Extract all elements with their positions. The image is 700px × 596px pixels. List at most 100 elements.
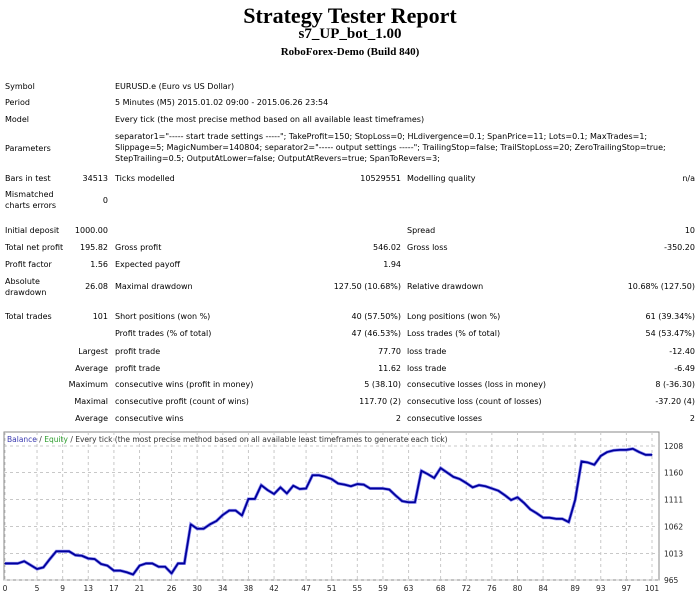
balance-point [235,509,237,512]
balance-point [542,517,544,519]
avg-cons-losses-value: 2 [689,414,695,423]
average-label: Average [75,364,108,373]
server-build: RoboForex-Demo (Build 840) [280,46,420,58]
bars-value: 34513 [82,174,108,183]
balance-point [638,451,640,453]
row-profit-trades: Profit trades (% of total) 47 (46.53%) L… [0,328,700,344]
model-label: Model [5,115,30,124]
balance-point [55,550,57,552]
x-tick-label: 47 [301,584,311,593]
absolute-drawdown-label: Absolute drawdown [5,277,47,297]
avg-cons-label: Average [75,414,108,423]
x-tick-label: 89 [570,584,580,593]
short-positions-value: 40 (57.50%) [351,312,401,321]
mismatched-value: 0 [102,196,108,205]
total-trades-label: Total trades [5,312,52,321]
balance-point [414,501,416,503]
balance-point [305,487,307,490]
row-drawdown: Absolute drawdown 26.08 Maximal drawdown… [0,276,700,300]
balance-point [401,500,403,502]
balance-point [427,473,429,475]
row-symbol: Symbol EURUSD.e (Euro vs US Dollar) [0,81,700,97]
relative-drawdown-label: Relative drawdown [407,282,484,291]
period-label: Period [5,98,30,107]
maximal-cons-profit-label: consecutive profit (count of wins) [115,397,249,406]
balance-point [228,509,230,512]
x-axis: 0 5 9 13 17 21 26 30 34 38 42 47 51 55 59 63 68 72 76 80 84 8… [3,584,660,593]
balance-point [433,477,435,479]
x-tick-label: 68 [436,584,446,593]
balance-point [273,493,275,495]
balance-point [30,564,32,566]
balance-chart: Balance / Equity / Every tick (the most … [3,431,683,593]
long-positions-value: 61 (39.34%) [645,312,695,321]
quality-value: n/a [682,174,695,183]
balance-point [382,487,384,490]
balance-point [632,448,634,450]
balance-point [331,478,333,480]
balance-point [74,554,77,556]
short-positions-label: Short positions (won %) [115,312,211,321]
grid [4,432,659,581]
absolute-drawdown-value: 26.08 [85,282,108,291]
parameters-value: separator1="----- start trade settings -… [115,132,666,163]
balance-point [183,562,185,565]
balance-point [580,460,583,463]
profit-trades-label: Profit trades (% of total) [115,329,212,338]
balance-point [119,570,121,572]
average-profit-value: 11.62 [378,364,401,373]
legend-model: Every tick (the most precise method base… [75,435,447,444]
row-average: Average profit trade 11.62 loss trade -6… [0,363,700,379]
gross-loss-label: Gross loss [407,243,448,252]
x-tick-label: 93 [596,584,606,593]
y-tick-label: 965 [664,576,679,585]
maximal-drawdown-label: Maximal drawdown [115,282,193,291]
balance-point [587,461,589,464]
average-loss-label: loss trade [407,364,447,373]
spread-value: 10 [684,226,695,235]
balance-point [343,484,346,486]
bars-label: Bars in test [5,174,51,183]
x-tick-label: 42 [269,584,279,593]
balance-point [529,508,531,511]
balance-point [241,514,243,517]
balance-point [593,464,595,466]
balance-point [612,449,615,452]
balance-line [5,447,652,576]
maximal-cons-loss-label: consecutive loss (count of losses) [407,397,542,406]
largest-label: Largest [78,347,108,356]
expected-payoff-value: 1.94 [383,260,401,269]
balance-point [151,562,153,565]
profit-trades-value: 47 (46.53%) [351,329,401,338]
balance-point [407,501,410,503]
quality-label: Modelling quality [407,174,476,183]
balance-point [4,562,6,565]
balance-point [202,528,205,530]
x-tick-label: 101 [645,584,660,593]
balance-point [42,566,45,568]
balance-point [555,518,557,520]
ticks-label: Ticks modelled [115,174,175,183]
balance-point [574,499,576,501]
balance-point [209,523,211,525]
x-tick-label: 76 [487,584,497,593]
x-tick-label: 97 [622,584,632,593]
x-tick-label: 72 [461,584,471,593]
largest-loss-label: loss trade [407,347,447,356]
balance-point [452,476,455,478]
y-tick-label: 1160 [664,468,683,477]
y-tick-label: 1208 [664,442,683,451]
balance-point [375,487,378,490]
row-net-profit: Total net profit 195.82 Gross profit 546… [0,242,700,258]
balance-point [440,467,442,469]
avg-cons-wins-value: 2 [395,414,401,423]
balance-point [318,474,320,476]
balance-point [190,523,192,525]
balance-point [446,471,448,474]
row-parameters: Parameters separator1="----- start trade… [0,131,700,167]
row-maximal: Maximal consecutive profit (count of win… [0,396,700,412]
y-axis: 1208 1160 1111 1062 1013 965 [664,442,683,585]
balance-point [164,566,166,568]
expert-name: s7_UP_bot_1.00 [298,26,402,42]
row-model: Model Every tick (the most precise metho… [0,114,700,130]
